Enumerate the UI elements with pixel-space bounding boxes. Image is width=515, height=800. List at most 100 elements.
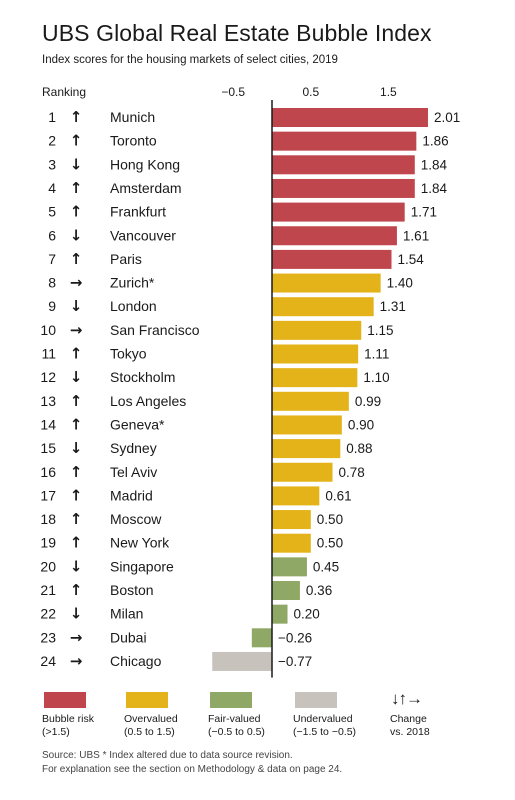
rank-label: 23	[40, 629, 56, 645]
value-label: 1.54	[398, 252, 425, 267]
bar	[272, 462, 333, 482]
city-label: Paris	[110, 251, 142, 267]
city-label: London	[110, 298, 157, 314]
city-label: Vancouver	[110, 227, 176, 243]
rank-label: 5	[48, 204, 56, 220]
rank-label: 7	[48, 251, 56, 267]
city-label: Munich	[110, 109, 155, 125]
city-label: Chicago	[110, 653, 162, 669]
value-label: −0.77	[278, 654, 312, 669]
rank-label: 1	[48, 109, 56, 125]
bar	[272, 368, 358, 388]
value-label: 1.10	[363, 370, 389, 385]
city-label: Geneva*	[110, 416, 165, 432]
x-tick-label: 0.5	[302, 85, 319, 99]
change-up-icon: ↑	[70, 581, 83, 599]
bar	[272, 297, 374, 317]
value-label: 1.86	[422, 134, 448, 149]
bar-chart: −0.5 0.5 1.5 1 ↑ Munich 2.01 2 ↑ Toronto 1.86 3 ↓ Hon…	[40, 85, 460, 678]
value-label: 1.31	[380, 299, 406, 314]
value-label: 1.84	[421, 157, 448, 172]
rank-label: 13	[40, 393, 56, 409]
value-label: 0.78	[339, 465, 365, 480]
city-label: Boston	[110, 582, 154, 598]
city-label: New York	[110, 535, 170, 551]
chart-title: UBS Global Real Estate Bubble Index	[42, 20, 432, 46]
change-right-icon: →	[70, 274, 83, 292]
value-label: 0.50	[317, 512, 343, 527]
change-down-icon: ↓	[70, 605, 83, 623]
rank-label: 15	[40, 440, 56, 456]
rank-label: 16	[40, 464, 56, 480]
city-label: Madrid	[110, 487, 153, 503]
change-up-icon: ↑	[70, 510, 83, 528]
value-label: 0.61	[325, 488, 351, 503]
bar	[272, 249, 392, 269]
rank-label: 24	[40, 653, 56, 669]
value-label: 1.15	[367, 323, 393, 338]
bar	[272, 533, 311, 553]
change-up-icon: ↑	[70, 345, 83, 363]
footnote-methodology: For explanation see the section on Metho…	[42, 764, 343, 775]
value-label: 0.36	[306, 583, 332, 598]
change-down-icon: ↓	[70, 368, 83, 386]
change-up-icon: ↑	[70, 203, 83, 221]
value-label: 1.61	[403, 228, 429, 243]
legend-swatch-under	[295, 692, 337, 708]
bar	[272, 391, 349, 411]
rank-label: 22	[40, 606, 56, 622]
x-tick-label: 1.5	[380, 85, 397, 99]
change-down-icon: ↓	[70, 297, 83, 315]
bar	[272, 604, 288, 624]
city-label: Zurich*	[110, 275, 155, 291]
bar	[272, 226, 397, 246]
change-up-icon: ↑	[70, 132, 83, 150]
change-down-icon: ↓	[70, 557, 83, 575]
city-label: Toronto	[110, 133, 157, 149]
city-label: Milan	[110, 606, 143, 622]
value-label: 1.84	[421, 181, 448, 196]
legend-swatch-fair	[210, 692, 252, 708]
value-label: 1.40	[387, 276, 413, 291]
rank-label: 3	[48, 156, 56, 172]
city-label: Sydney	[110, 440, 157, 456]
bar	[272, 273, 381, 293]
change-up-icon: ↑	[70, 463, 83, 481]
change-down-icon: ↓	[70, 439, 83, 457]
change-right-icon: →	[70, 628, 83, 646]
bar	[272, 581, 300, 600]
change-up-icon: ↑	[70, 486, 83, 504]
city-label: Singapore	[110, 558, 174, 574]
value-label: 1.11	[364, 347, 389, 362]
rank-label: 19	[40, 535, 56, 551]
change-down-icon: ↓	[70, 226, 83, 244]
bar	[272, 439, 341, 459]
city-label: Frankfurt	[110, 204, 166, 220]
legend-label-under: Undervalued (−1.5 to −0.5)	[293, 713, 357, 738]
rank-label: 14	[40, 416, 56, 432]
city-label: Hong Kong	[110, 156, 180, 172]
bar	[272, 510, 311, 530]
value-label: 0.50	[317, 536, 343, 551]
change-up-icon: ↑	[70, 179, 83, 197]
rank-label: 2	[48, 133, 56, 149]
legend-label-overvalued: Overvalued (0.5 to 1.5)	[124, 713, 178, 738]
rank-label: 4	[48, 180, 56, 196]
change-up-icon: ↑	[70, 108, 83, 126]
change-up-icon: ↑	[70, 534, 83, 552]
bar	[272, 320, 362, 340]
bar	[272, 202, 405, 222]
legend-label-fair: Fair-valued (−0.5 to 0.5)	[208, 713, 265, 738]
value-label: 0.99	[355, 394, 381, 409]
bar	[272, 344, 359, 364]
rank-label: 17	[40, 487, 56, 503]
value-label: −0.26	[278, 630, 312, 645]
city-label: Amsterdam	[110, 180, 182, 196]
rank-label: 18	[40, 511, 56, 527]
value-label: 0.20	[294, 607, 320, 622]
city-label: Tel Aviv	[110, 464, 157, 480]
rank-label: 6	[48, 227, 56, 243]
rank-label: 20	[40, 558, 56, 574]
city-label: San Francisco	[110, 322, 200, 338]
ranking-header: Ranking	[42, 85, 87, 99]
